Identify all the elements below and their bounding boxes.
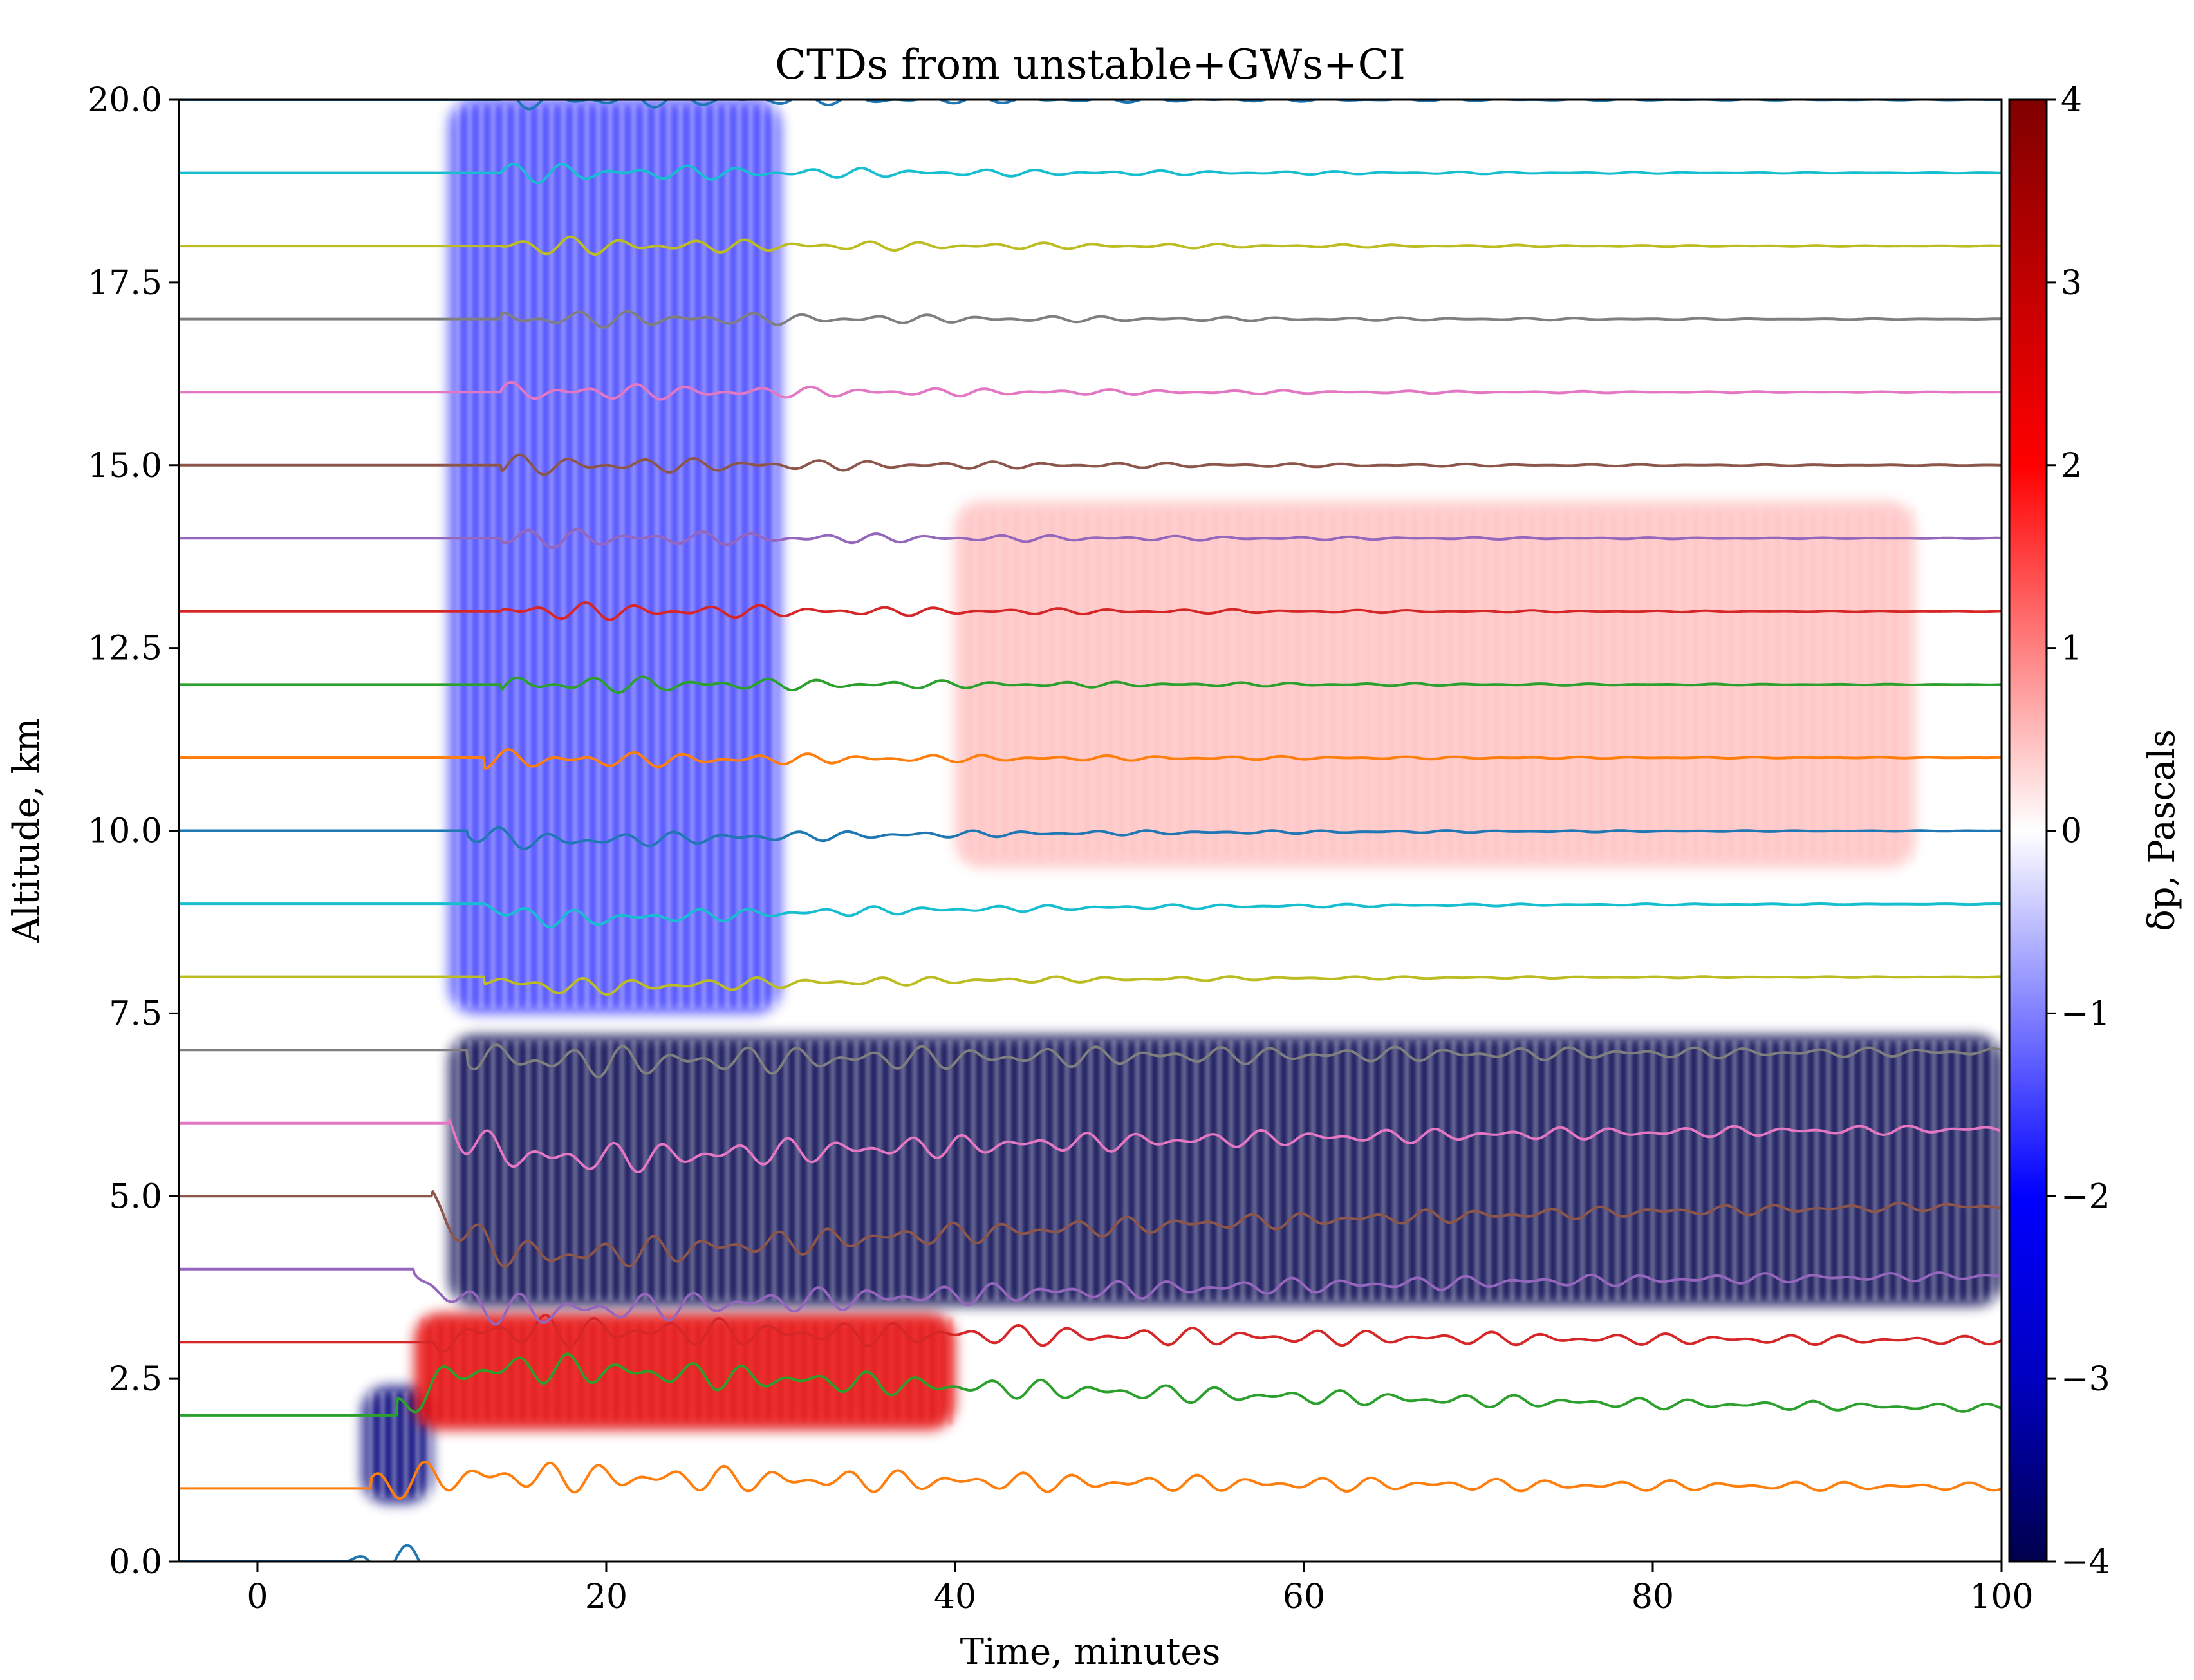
x-tick-label: 40 — [934, 1578, 976, 1616]
colorbar-tick-label: −1 — [2061, 994, 2110, 1033]
ctd-line-9km — [179, 902, 2002, 929]
colorbar-tick-label: −3 — [2061, 1360, 2110, 1399]
colorbar-tick-label: 1 — [2061, 630, 2082, 668]
y-tick-label: 7.5 — [109, 994, 162, 1033]
colorbar-tick-label: −2 — [2061, 1177, 2110, 1216]
ctd-line-7km — [179, 1043, 2002, 1079]
x-tick-label: 60 — [1283, 1578, 1325, 1616]
y-tick-label: 2.5 — [109, 1360, 162, 1399]
ctd-line-17km — [179, 310, 2002, 329]
ctd-line-1km — [179, 1461, 2002, 1500]
colorbar-tick-label: 2 — [2061, 447, 2082, 485]
y-tick-label: 10.0 — [88, 812, 162, 851]
colorbar-tick-label: 4 — [2061, 81, 2082, 120]
colorbar-gradient — [2008, 98, 2048, 1563]
ctd-line-4km — [179, 1267, 2002, 1326]
ctd-line-12km — [179, 675, 2002, 694]
y-tick-label: 20.0 — [88, 81, 162, 120]
colorbar-tick-label: 0 — [2061, 812, 2082, 851]
y-axis-label: Altitude, km — [6, 718, 48, 944]
x-axis: 0 20 40 60 80 100 — [246, 1562, 2034, 1616]
colorbar-tick-label: −4 — [2061, 1543, 2110, 1582]
ctd-line-5km — [179, 1190, 2002, 1268]
colorbar: 4 3 2 1 0 −1 −2 −3 −4 δp, Pascals — [2008, 81, 2183, 1582]
x-tick-label: 20 — [585, 1578, 628, 1616]
y-tick-label: 5.0 — [109, 1177, 162, 1216]
y-tick-label: 12.5 — [88, 630, 162, 668]
ctd-line-2km — [179, 1352, 2002, 1417]
y-axis: 0.0 2.5 5.0 7.5 10.0 12.5 15.0 17.5 20.0 — [88, 81, 179, 1582]
ctd-line-3km — [179, 1314, 2002, 1353]
y-tick-label: 0.0 — [109, 1543, 162, 1582]
y-tick-label: 15.0 — [88, 447, 162, 485]
x-tick-label: 100 — [1969, 1578, 2033, 1616]
ctd-line-13km — [179, 601, 2002, 621]
ctd-line-8km — [179, 975, 2002, 996]
ctd-line-19km — [179, 162, 2002, 185]
heatmap-striations — [368, 1391, 432, 1498]
ctd-line-18km — [179, 235, 2002, 256]
pressure-heatmap — [362, 100, 2002, 1504]
colorbar-label: δp, Pascals — [2141, 729, 2183, 931]
ctd-line-14km — [179, 528, 2002, 550]
x-tick-label: 0 — [246, 1578, 268, 1616]
colorbar-tick-label: 3 — [2061, 264, 2082, 303]
heatmap-feature-negative-mid-level-band — [449, 1035, 2002, 1306]
x-tick-label: 80 — [1632, 1578, 1674, 1616]
ctd-line-10km — [179, 826, 2002, 850]
heatmap-striations — [456, 105, 777, 1009]
ctd-line-15km — [179, 453, 2002, 476]
y-tick-label: 17.5 — [88, 264, 162, 303]
ctd-line-6km — [179, 1118, 2002, 1173]
heatmap-feature-negative-wave-column — [449, 100, 781, 1014]
ctd-line-11km — [179, 748, 2002, 770]
ctd-line-16km — [179, 380, 2002, 401]
x-axis-label: Time, minutes — [960, 1631, 1221, 1673]
chart-title: CTDs from unstable+GWs+CI — [775, 41, 1406, 89]
colorbar-ticks: 4 3 2 1 0 −1 −2 −3 −4 — [2047, 81, 2110, 1582]
ctd-series-lines — [179, 100, 2002, 1562]
